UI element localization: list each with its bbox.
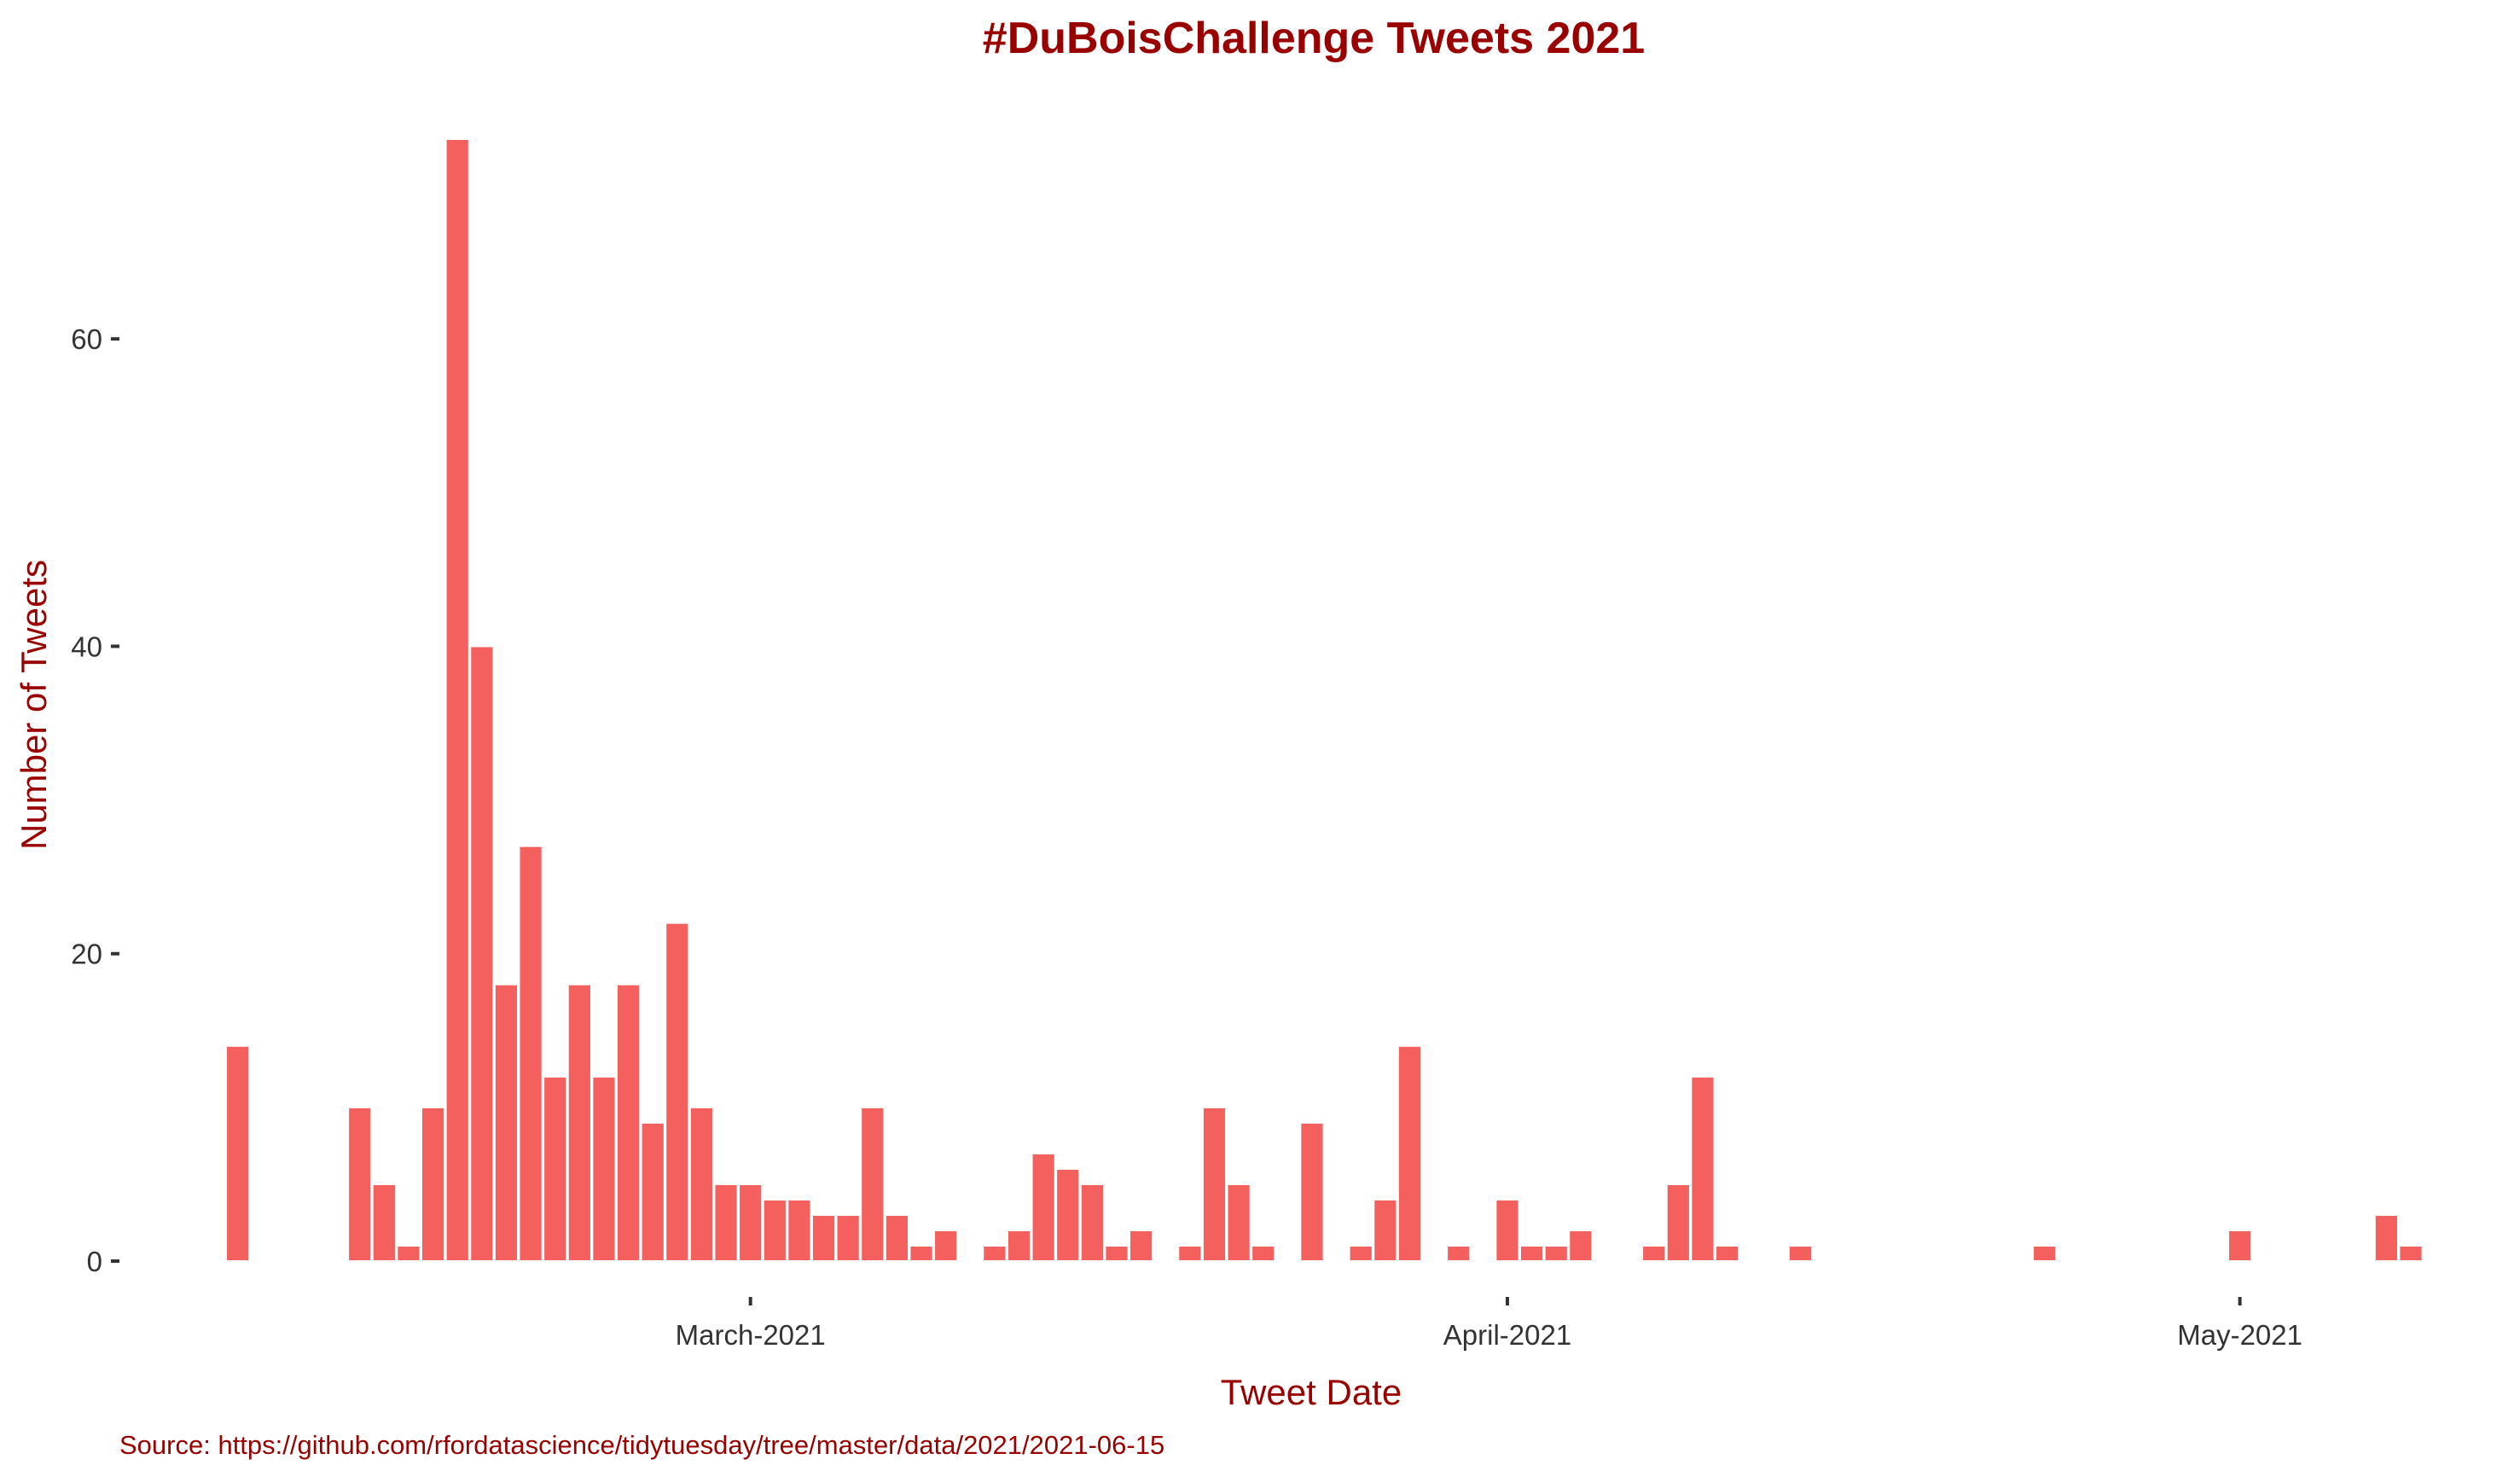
bar-2021-02-13	[347, 1106, 373, 1262]
bar-2021-05-08	[2398, 1244, 2424, 1262]
bar-2021-04-04	[1568, 1229, 1594, 1262]
bars	[225, 138, 2424, 1263]
x-tick-label-2021-05-01: May-2021	[2177, 1319, 2302, 1351]
bar-2021-03-22	[1251, 1244, 1276, 1262]
bar-2021-02-08	[225, 1044, 251, 1263]
bar-2021-03-12	[1006, 1229, 1032, 1262]
y-tick-label-60: 60	[71, 323, 102, 355]
bar-2021-03-19	[1177, 1244, 1203, 1262]
bar-2021-03-09	[933, 1229, 959, 1262]
bar-2021-02-14	[371, 1183, 397, 1263]
bar-2021-03-16	[1104, 1244, 1129, 1262]
bar-2021-03-02	[762, 1198, 787, 1262]
bar-2021-05-01	[2227, 1229, 2253, 1262]
plot-area: 0 20 40 60 March-2021 April-2021 May-2021	[71, 138, 2424, 1351]
bar-2021-02-16	[421, 1106, 446, 1262]
y-tick-label-0: 0	[87, 1246, 102, 1277]
bar-2021-02-17	[444, 138, 470, 1262]
bar-2021-04-07	[1641, 1244, 1667, 1262]
y-axis: 0 20 40 60	[71, 323, 119, 1277]
bar-2021-03-15	[1079, 1183, 1105, 1263]
bar-2021-02-19	[493, 983, 520, 1262]
bar-2021-03-21	[1226, 1183, 1251, 1263]
y-tick-label-40: 40	[71, 631, 102, 662]
y-tick-label-20: 20	[71, 939, 102, 970]
bar-2021-02-23	[591, 1075, 617, 1262]
bar-2021-03-01	[738, 1183, 764, 1263]
bar-2021-03-17	[1129, 1229, 1154, 1262]
bar-2021-03-11	[982, 1244, 1007, 1262]
bar-2021-03-08	[909, 1244, 934, 1262]
bar-2021-03-26	[1348, 1244, 1373, 1262]
bar-2021-02-27	[688, 1106, 715, 1262]
bar-2021-03-03	[787, 1198, 812, 1262]
bar-2021-02-28	[713, 1183, 739, 1263]
bar-2021-03-30	[1446, 1244, 1472, 1262]
bar-2021-04-08	[1665, 1183, 1691, 1263]
bar-2021-03-27	[1373, 1198, 1398, 1262]
chart-title: #DuBoisChallenge Tweets 2021	[983, 14, 1645, 63]
bar-2021-04-03	[1543, 1244, 1569, 1262]
bar-2021-02-20	[518, 845, 543, 1262]
x-tick-label-2021-04-01: April-2021	[1443, 1319, 1571, 1351]
x-tick-label-2021-03-01: March-2021	[676, 1319, 826, 1351]
bar-2021-02-25	[640, 1121, 665, 1262]
x-axis-title: Tweet Date	[1221, 1372, 1402, 1412]
bar-2021-05-07	[2373, 1213, 2399, 1262]
bar-2021-02-22	[566, 983, 592, 1262]
bar-2021-04-09	[1690, 1075, 1716, 1262]
bar-2021-03-13	[1031, 1152, 1056, 1263]
bar-2021-04-02	[1519, 1244, 1545, 1262]
bar-2021-02-26	[665, 922, 690, 1262]
bar-2021-03-20	[1201, 1106, 1228, 1262]
bar-2021-03-14	[1055, 1167, 1081, 1263]
bar-2021-04-13	[1787, 1244, 1814, 1262]
bar-2021-04-10	[1714, 1244, 1740, 1262]
bar-2021-03-06	[860, 1106, 885, 1262]
bar-2021-02-15	[396, 1244, 421, 1262]
bar-2021-02-24	[615, 983, 642, 1262]
bar-2021-03-04	[810, 1213, 837, 1262]
y-axis-title: Number of Tweets	[14, 560, 54, 850]
bar-2021-03-24	[1299, 1121, 1325, 1262]
bar-2021-04-23	[2032, 1244, 2058, 1262]
x-axis: March-2021 April-2021 May-2021	[676, 1297, 2302, 1351]
bar-2021-02-18	[469, 645, 495, 1262]
bar-2021-04-01	[1495, 1198, 1520, 1262]
bar-2021-03-07	[884, 1213, 910, 1262]
bar-2021-03-05	[835, 1213, 861, 1262]
source-caption: Source: https://github.com/rfordatascien…	[119, 1430, 1164, 1460]
bar-2021-03-28	[1396, 1044, 1423, 1263]
bar-2021-02-21	[543, 1075, 568, 1262]
